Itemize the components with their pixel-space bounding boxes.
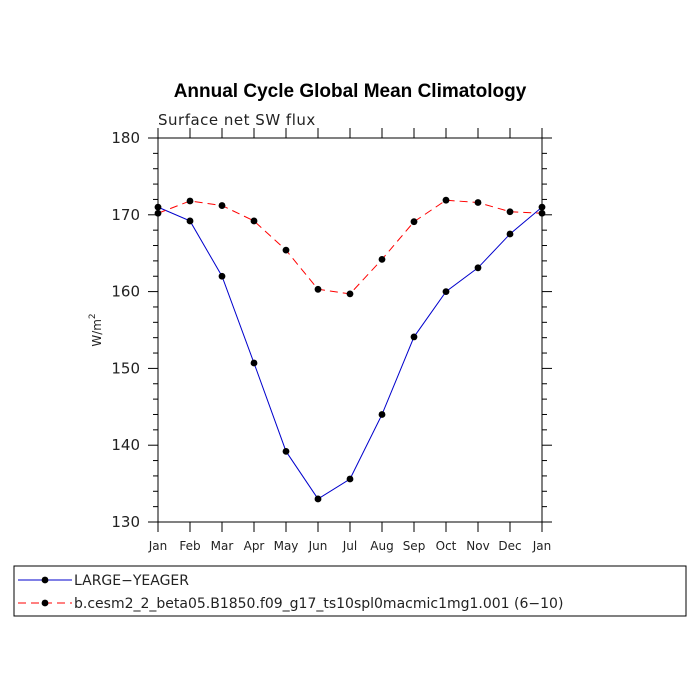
x-tick-label: Jun — [308, 539, 328, 553]
data-point — [378, 411, 386, 418]
x-tick-label: Oct — [436, 539, 457, 553]
y-tick-label: 150 — [111, 359, 140, 377]
legend-marker — [41, 599, 49, 607]
data-point — [186, 217, 194, 225]
y-tick-label: 130 — [111, 513, 140, 531]
x-tick-label: Jan — [148, 539, 168, 553]
x-tick-label: Jan — [532, 539, 552, 553]
data-point — [410, 333, 418, 341]
x-tick-label: Jul — [342, 539, 357, 553]
data-point — [154, 203, 162, 211]
legend-label: b.cesm2_2_beta05.B1850.f09_g17_ts10spl0m… — [74, 596, 563, 612]
chart-title: Annual Cycle Global Mean Climatology — [174, 81, 527, 102]
series-layer — [154, 196, 546, 503]
data-point — [538, 209, 546, 217]
data-point — [474, 264, 482, 272]
legend-marker — [41, 576, 49, 584]
x-tick-label: May — [274, 539, 299, 553]
y-axis-label-text: W/m — [90, 319, 104, 347]
data-point — [346, 290, 354, 298]
data-point — [154, 209, 162, 217]
data-point — [442, 288, 450, 295]
data-point — [442, 196, 450, 204]
x-tick-label: Feb — [179, 539, 200, 553]
x-tick-label: Mar — [211, 539, 234, 553]
axis-ticks: 130 140 150 160 170 180 Jan Feb Mar Apr May Jun Jul A… — [111, 128, 552, 553]
data-point — [186, 197, 194, 205]
y-tick-label: 180 — [111, 129, 140, 147]
x-tick-label: Nov — [466, 539, 489, 553]
series-line — [157, 206, 543, 500]
y-tick-label: 140 — [111, 436, 140, 454]
legend-label: LARGE−YEAGER — [74, 573, 189, 589]
x-tick-label: Apr — [244, 539, 265, 553]
x-tick-label: Dec — [498, 539, 521, 553]
data-point — [282, 246, 290, 254]
data-point — [250, 359, 258, 367]
series-2 — [154, 196, 546, 298]
data-point — [282, 447, 290, 455]
data-point — [538, 203, 546, 211]
y-tick-label: 170 — [111, 206, 140, 224]
x-tick-label: Sep — [403, 539, 426, 553]
data-point — [218, 272, 226, 280]
legend-box — [13, 565, 687, 617]
data-point — [346, 475, 354, 483]
data-point — [250, 217, 258, 225]
y-axis-label-superscript: 2 — [88, 313, 98, 319]
y-tick-label: 160 — [111, 283, 140, 301]
svg-text:W/m2: W/m2 — [88, 313, 104, 346]
legend: LARGE−YEAGER b.cesm2_2_beta05.B1850.f09_g… — [18, 573, 563, 612]
data-point — [410, 218, 418, 226]
data-point — [218, 202, 226, 209]
series-line — [157, 199, 543, 295]
data-point — [474, 199, 482, 206]
data-point — [314, 285, 322, 293]
chart-subtitle: Surface net SW flux — [158, 111, 316, 129]
data-point — [378, 255, 386, 263]
series-1 — [154, 203, 546, 503]
data-point — [506, 208, 514, 216]
plot-frame — [157, 137, 543, 523]
data-point — [314, 495, 322, 503]
y-axis-label: W/m2 — [88, 313, 104, 346]
data-point — [506, 230, 514, 238]
x-tick-label: Aug — [370, 539, 393, 553]
